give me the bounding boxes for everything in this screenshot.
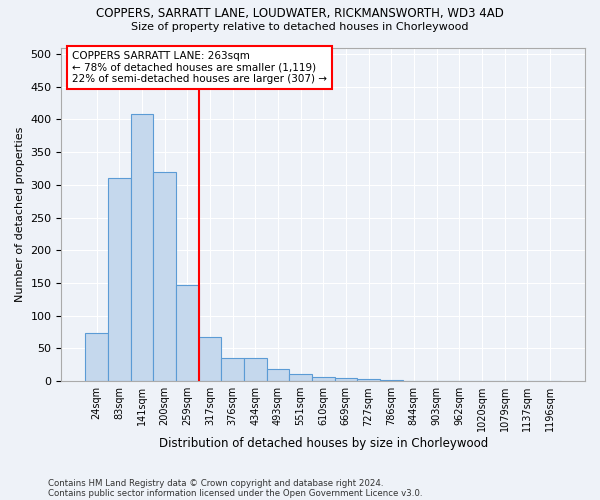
- Bar: [176, 285, 199, 381]
- Bar: [380, 380, 403, 381]
- Bar: [85, 333, 108, 381]
- Bar: [403, 380, 425, 381]
- Bar: [131, 114, 153, 381]
- Y-axis label: Number of detached properties: Number of detached properties: [15, 126, 25, 302]
- Text: Contains public sector information licensed under the Open Government Licence v3: Contains public sector information licen…: [48, 488, 422, 498]
- Bar: [244, 358, 266, 381]
- Bar: [153, 172, 176, 381]
- Text: Contains HM Land Registry data © Crown copyright and database right 2024.: Contains HM Land Registry data © Crown c…: [48, 478, 383, 488]
- Bar: [266, 369, 289, 381]
- Text: COPPERS, SARRATT LANE, LOUDWATER, RICKMANSWORTH, WD3 4AD: COPPERS, SARRATT LANE, LOUDWATER, RICKMA…: [96, 8, 504, 20]
- Bar: [289, 374, 312, 381]
- Bar: [108, 178, 131, 381]
- Text: COPPERS SARRATT LANE: 263sqm
← 78% of detached houses are smaller (1,119)
22% of: COPPERS SARRATT LANE: 263sqm ← 78% of de…: [72, 51, 327, 84]
- Text: Size of property relative to detached houses in Chorleywood: Size of property relative to detached ho…: [131, 22, 469, 32]
- Bar: [357, 379, 380, 381]
- Bar: [312, 378, 335, 381]
- X-axis label: Distribution of detached houses by size in Chorleywood: Distribution of detached houses by size …: [158, 437, 488, 450]
- Bar: [425, 380, 448, 381]
- Bar: [335, 378, 357, 381]
- Bar: [221, 358, 244, 381]
- Bar: [199, 336, 221, 381]
